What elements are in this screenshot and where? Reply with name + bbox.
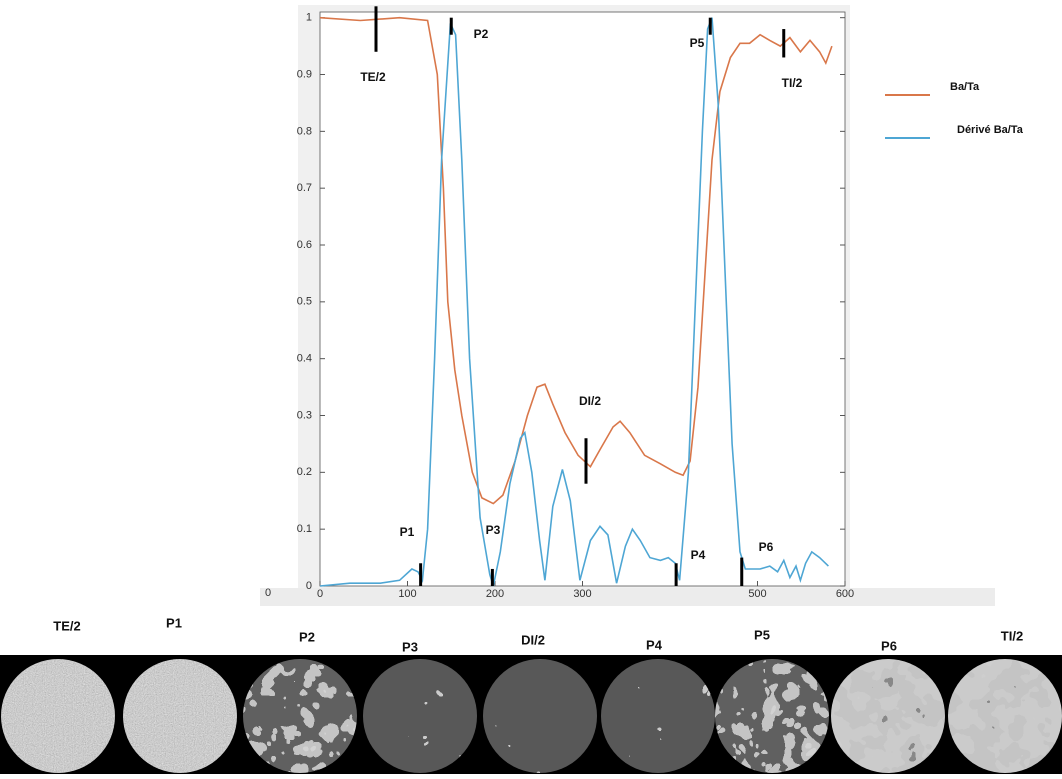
y-tick-label: 0.5 [297, 296, 312, 308]
annotation-label: P3 [486, 523, 501, 537]
stray-label: 0 [265, 587, 271, 599]
y-tick-label: 0.3 [297, 409, 312, 421]
plot-area [319, 11, 846, 587]
y-tick-label: 0 [306, 580, 312, 592]
annotation-label: P4 [691, 548, 706, 562]
image-label: P6 [881, 638, 897, 653]
ct-slice [1, 659, 115, 773]
image-label: P4 [646, 637, 663, 652]
x-tick-label: 300 [573, 588, 591, 600]
annotation-label: P1 [400, 525, 415, 539]
annotation-label: TI/2 [782, 76, 803, 90]
image-label: TI/2 [1001, 628, 1023, 643]
image-label: P1 [166, 615, 182, 630]
images [1, 659, 1062, 773]
image-label: TE/2 [53, 618, 80, 633]
series-line [319, 16, 833, 505]
ct-slice [483, 659, 597, 773]
y-tick-label: 1 [306, 12, 312, 24]
ct-slice [243, 659, 357, 773]
image-label: DI/2 [521, 632, 545, 647]
ct-slice [948, 659, 1062, 773]
y-tick-label: 0.1 [297, 523, 312, 535]
legend-label: Dérivé Ba/Ta [957, 124, 1024, 136]
ct-slice [831, 659, 945, 773]
y-tick-label: 0.2 [297, 466, 312, 478]
ct-slice [363, 659, 477, 773]
annotation-label: P5 [690, 36, 705, 50]
legend-label: Ba/Ta [950, 81, 980, 93]
y-tick-label: 0.7 [297, 182, 312, 194]
image-label: P2 [299, 629, 315, 644]
y-tick-label: 0.6 [297, 239, 312, 251]
ct-slice [715, 659, 829, 773]
annotation-label: P6 [759, 540, 774, 554]
legend: Ba/Ta Dérivé Ba/Ta [885, 81, 1024, 139]
y-tick-label: 0.9 [297, 68, 312, 80]
annotation-label: P2 [474, 27, 489, 41]
annotation-label: DI/2 [579, 394, 601, 408]
axis-strip [260, 588, 995, 606]
image-label: P5 [754, 627, 770, 642]
x-tick-label: 600 [836, 588, 854, 600]
ct-slice [123, 659, 237, 773]
x-tick-label: 500 [748, 588, 766, 600]
ct-slice [601, 659, 715, 773]
x-tick-label: 100 [398, 588, 416, 600]
x-tick-label: 0 [317, 588, 323, 600]
y-tick-label: 0.4 [297, 353, 312, 365]
image-label: P3 [402, 639, 418, 654]
y-tick-label: 0.8 [297, 125, 312, 137]
x-tick-label: 200 [486, 588, 504, 600]
annotation-label: TE/2 [360, 70, 386, 84]
